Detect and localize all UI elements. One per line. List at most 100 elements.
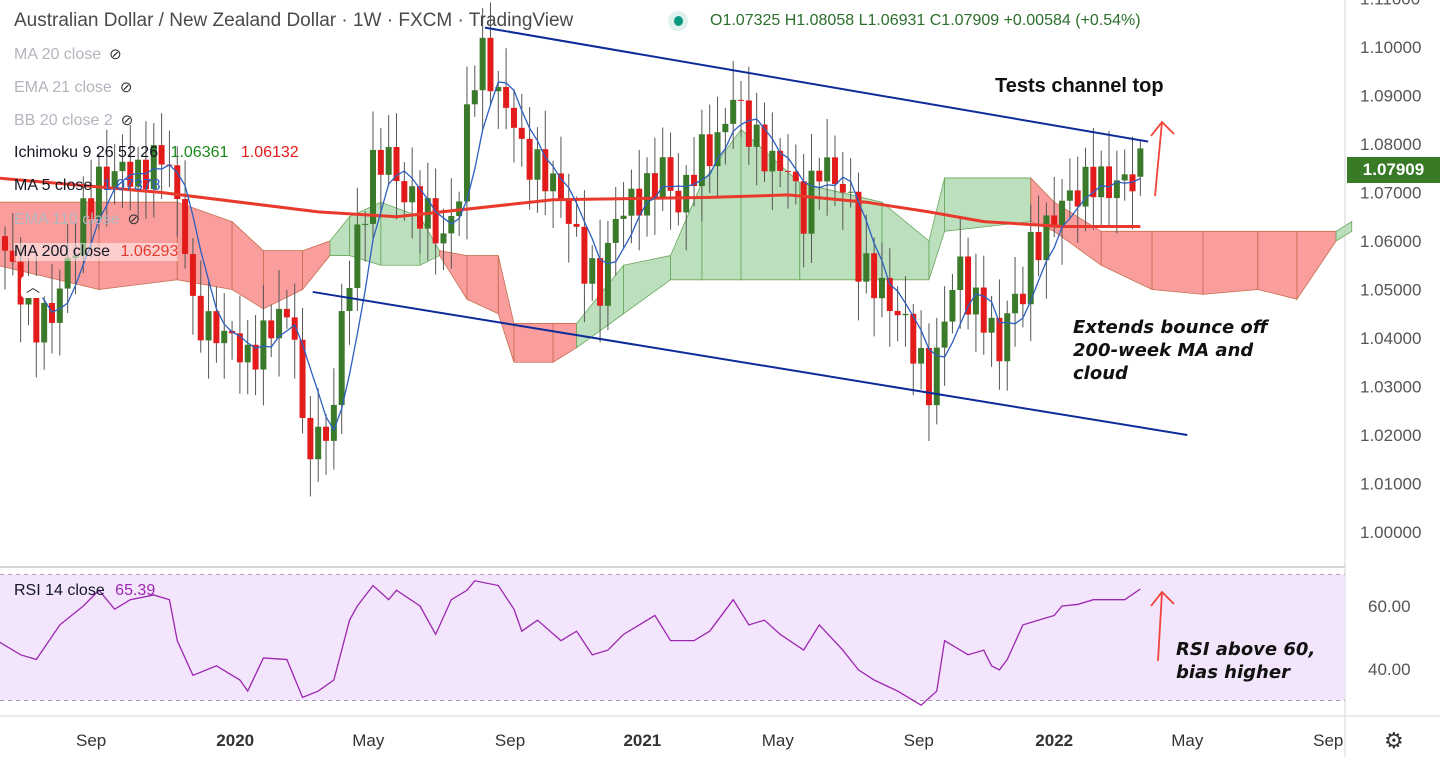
ichimoku-cloud-segment [513,323,554,363]
rsi-band [0,574,1345,701]
candle-up [111,171,118,188]
legend-label: MA 5 close [14,177,93,194]
candle-up [1113,180,1120,199]
legend-ema21[interactable]: EMA 21 close ⊘ [14,78,132,97]
candle-down [197,295,204,341]
candle-down [573,223,580,227]
hidden-eye-icon[interactable]: ⊘ [127,211,141,228]
candle-down [691,174,698,187]
channel-bottom-line [312,290,1188,436]
price-tick-label: 1.11000 [1360,0,1420,9]
collapse-legend-button[interactable]: ︿ [21,276,45,298]
candle-down [88,198,95,219]
annotation-line: RSI above 60, [1176,639,1316,660]
candle-up [495,86,502,92]
time-tick-label: May [1171,731,1204,750]
legend-ma5[interactable]: MA 5 close 1.07378 [14,177,161,195]
annotation-line: cloud [1073,363,1128,384]
candle-down [503,86,510,108]
hidden-eye-icon[interactable]: ⊘ [120,112,134,129]
candle-up [221,330,228,344]
settings-gear-icon[interactable]: ⚙ [1384,728,1404,753]
price-tick-label: 1.05000 [1360,281,1421,300]
candle-down [283,308,290,318]
legend-bb[interactable]: BB 20 close 2 ⊘ [14,111,133,130]
candle-down [761,124,768,172]
candle-down [651,173,658,198]
price-tick-label: 1.08000 [1360,135,1421,154]
legend-ma20[interactable]: MA 20 close ⊘ [14,45,122,64]
candle-down [268,320,275,339]
candle-up [589,258,596,284]
candle-down [526,138,533,180]
candle-up [683,174,690,213]
legend-ichimoku[interactable]: Ichimoku 9 26 52 26 1.06361 1.06132 [14,144,299,162]
price-tick-label: 1.04000 [1360,329,1421,348]
ichimoku-cloud-segment [329,215,350,256]
price-tick-label: 1.02000 [1360,426,1421,445]
candle-down [667,157,674,191]
legend-label: BB 20 close 2 [14,112,113,129]
candle-up [1027,232,1034,305]
price-tick-label: 1.10000 [1360,38,1421,57]
candle-up [808,170,815,234]
candle-up [315,426,322,460]
candle-up [628,188,635,216]
candle-up [972,287,979,315]
candle-up [863,253,870,282]
candle-up [95,166,102,219]
legend-value: 65.39 [115,582,156,599]
ohlc-readout: O1.07325 H1.08058 L1.06931 C1.07909 +0.0… [710,12,1141,29]
candle-down [636,188,643,216]
annotation-line: Extends bounce off [1073,317,1268,338]
ichimoku-cloud-segment [1296,230,1337,301]
price-up-arrow [1154,121,1163,197]
candle-down [48,303,55,323]
candle-down [839,183,846,193]
candle-up [370,149,377,224]
hidden-eye-icon[interactable]: ⊘ [109,46,122,63]
candle-down [9,250,16,262]
candle-up [1098,166,1105,198]
time-tick-label: Sep [495,731,525,750]
legend-value: 1.07378 [102,177,161,194]
candle-up [550,173,557,192]
legend-ma200[interactable]: MA 200 close 1.06293 [14,243,179,261]
candle-down [2,236,8,251]
candle-down [182,199,189,254]
candle-down [213,311,220,344]
candle-down [785,170,791,172]
candle-up [612,218,619,243]
time-tick-label: 2021 [623,731,661,750]
ma200-line [0,176,1141,228]
rsi-up-arrow [1157,591,1163,662]
candle-up [244,344,251,363]
candle-up [354,224,361,289]
candle-down [1106,166,1113,199]
candle-down [831,157,838,184]
candle-up [769,150,776,172]
legend-rsi[interactable]: RSI 14 close 65.39 [14,582,155,600]
candle-down [174,165,181,200]
candle-up [644,173,651,216]
candle-down [965,256,972,315]
candle-up [714,132,721,167]
candle-down [706,134,713,167]
candle-up [1066,190,1073,201]
candle-down [557,173,564,201]
candle-down [925,347,932,406]
candle-down [581,226,588,284]
candle-up [385,146,392,175]
candle-up [722,123,729,133]
candle-down [33,287,40,343]
ichimoku-cloud-segment [302,240,331,291]
price-tick-label: 1.06000 [1360,232,1421,251]
candle-up [338,311,345,405]
rsi-line [0,580,1141,707]
candle-down [142,159,149,190]
candle-up [918,347,925,364]
time-tick-label: 2020 [216,731,254,750]
legend-ema110[interactable]: EMA 110 close ⊘ [14,210,140,229]
hidden-eye-icon[interactable]: ⊘ [119,79,133,96]
legend-label: Ichimoku 9 26 52 26 [14,144,159,161]
